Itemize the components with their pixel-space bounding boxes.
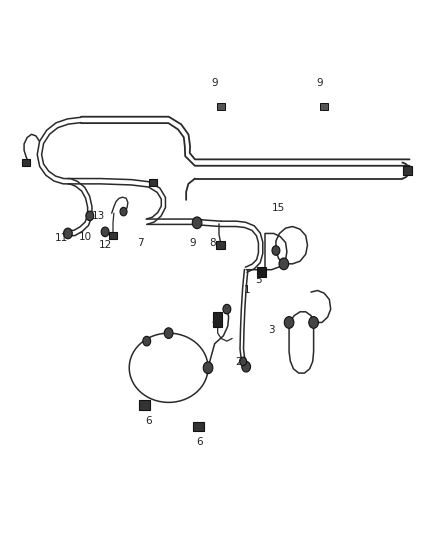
Text: 7: 7 <box>137 238 144 247</box>
Text: 1: 1 <box>244 286 251 295</box>
Bar <box>217 103 225 110</box>
Bar <box>257 267 266 277</box>
Text: 15: 15 <box>272 203 285 213</box>
Text: 9: 9 <box>316 78 323 87</box>
Circle shape <box>279 258 289 270</box>
Text: 2: 2 <box>235 358 242 367</box>
Circle shape <box>309 317 318 328</box>
Circle shape <box>223 304 231 314</box>
Circle shape <box>120 207 127 216</box>
Text: 13: 13 <box>92 211 105 221</box>
Text: 3: 3 <box>268 326 275 335</box>
Bar <box>193 422 204 431</box>
Bar <box>109 232 117 239</box>
Bar <box>216 241 225 249</box>
Text: 8: 8 <box>209 238 216 247</box>
Circle shape <box>143 336 151 346</box>
Bar <box>320 103 328 110</box>
Text: 6: 6 <box>145 416 152 426</box>
Text: 5: 5 <box>255 275 262 285</box>
Text: 4: 4 <box>211 318 218 327</box>
Bar <box>139 400 150 410</box>
Circle shape <box>192 217 202 229</box>
Circle shape <box>164 328 173 338</box>
Bar <box>22 159 30 166</box>
Circle shape <box>64 228 72 239</box>
Circle shape <box>101 227 109 237</box>
Circle shape <box>203 362 213 374</box>
Circle shape <box>86 211 94 221</box>
Bar <box>213 312 222 327</box>
Text: 10: 10 <box>79 232 92 242</box>
Bar <box>149 179 157 186</box>
Bar <box>403 166 412 175</box>
Circle shape <box>284 317 294 328</box>
Text: 12: 12 <box>99 240 112 250</box>
Circle shape <box>240 357 247 366</box>
Text: 11: 11 <box>55 233 68 243</box>
Circle shape <box>272 246 280 255</box>
Text: 9: 9 <box>211 78 218 87</box>
Text: 9: 9 <box>189 238 196 247</box>
Text: 6: 6 <box>196 438 203 447</box>
Circle shape <box>242 361 251 372</box>
